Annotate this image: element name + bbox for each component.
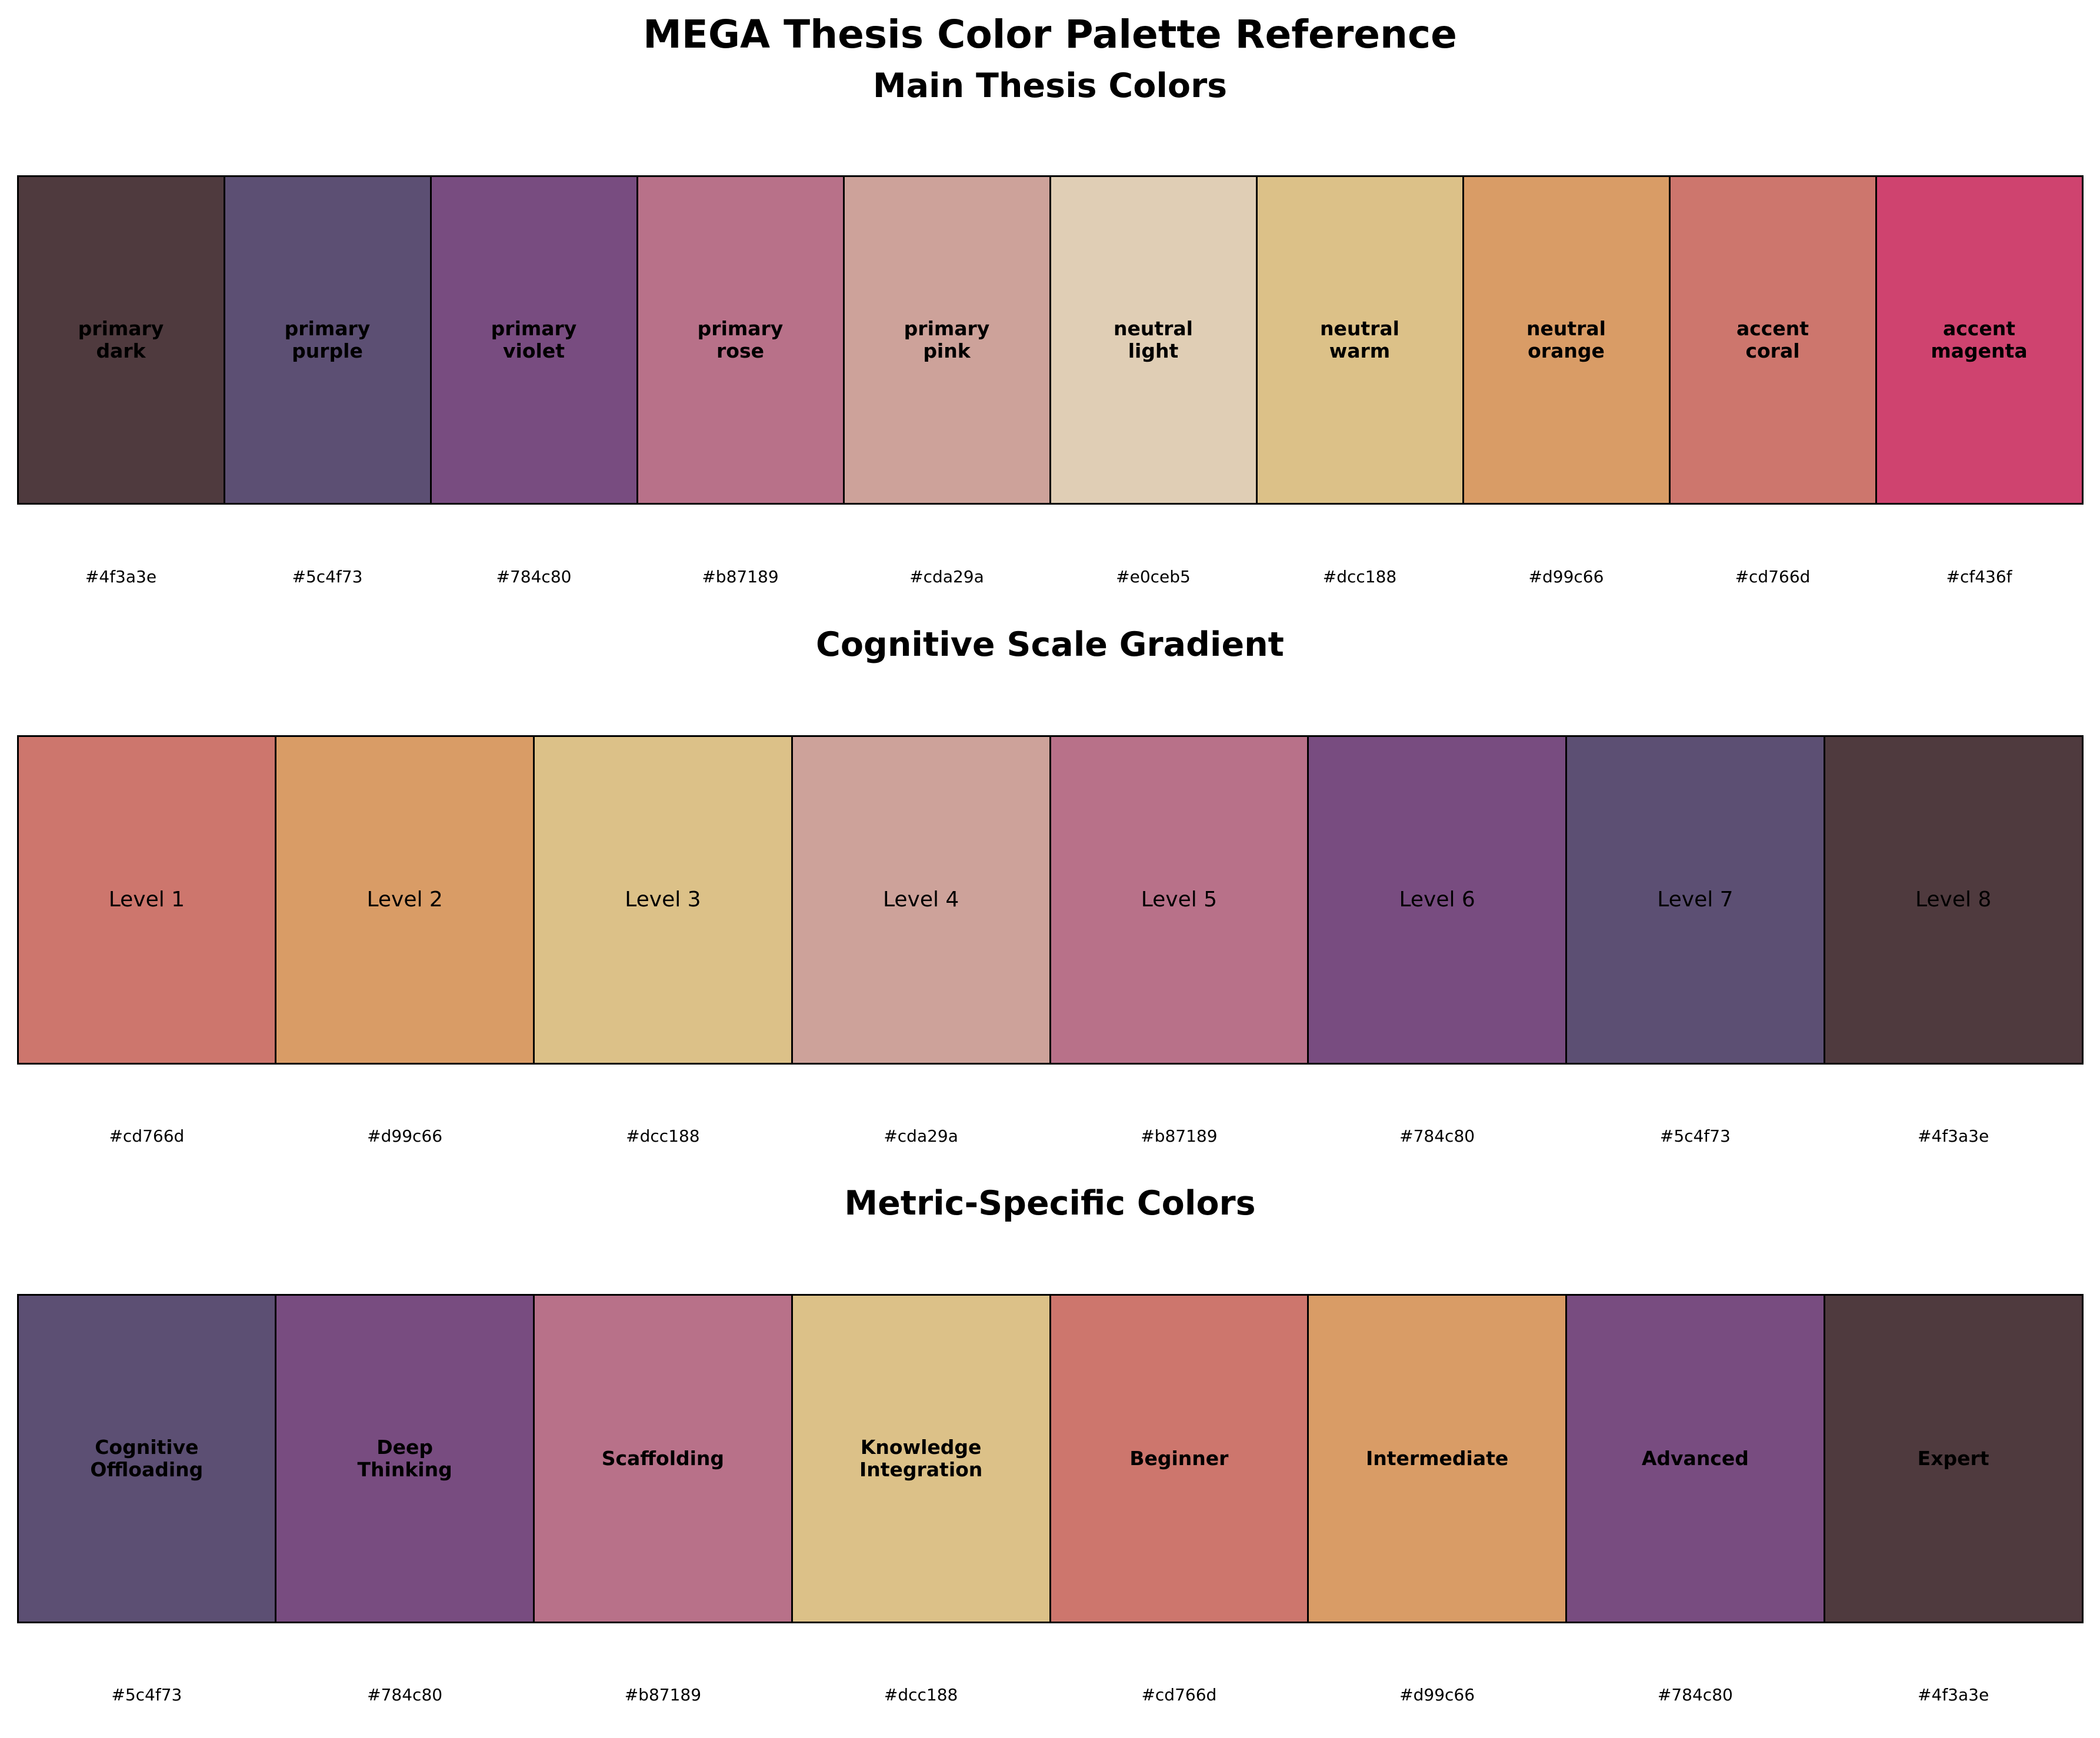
swatch-2-4: Beginner [1049,1294,1309,1623]
hex-code: #b87189 [702,567,779,586]
hex-code: #dcc188 [1322,567,1397,586]
swatch-2-3: Knowledge Integration [791,1294,1051,1623]
swatch-label: Level 5 [1141,888,1218,912]
swatch-1-1: Level 2 [275,735,535,1065]
swatch-label: Advanced [1641,1447,1749,1470]
swatch-0-3: primary rose [636,175,845,505]
hex-code: #e0ceb5 [1116,567,1191,586]
swatch-label: neutral warm [1320,317,1399,362]
hex-code: #784c80 [1657,1685,1733,1704]
hex-code: #dcc188 [626,1126,700,1146]
swatch-0-1: primary purple [223,175,432,505]
swatch-0-8: accent coral [1668,175,1877,505]
hex-code: #5c4f73 [1659,1126,1731,1146]
swatch-label: Level 8 [1915,888,1992,912]
section-title-2: Metric-Specific Colors [844,1184,1256,1223]
swatch-label: Deep Thinking [357,1436,452,1481]
swatch-label: Cognitive Offloading [90,1436,204,1481]
swatch-2-7: Expert [1823,1294,2084,1623]
hex-code: #5c4f73 [111,1685,182,1704]
hex-code: #784c80 [367,1685,443,1704]
hex-code: #5c4f73 [292,567,363,586]
hex-code: #4f3a3e [1918,1685,1989,1704]
swatch-1-7: Level 8 [1823,735,2084,1065]
swatch-label: Level 3 [625,888,701,912]
hex-code: #4f3a3e [1918,1126,1989,1146]
hex-code: #d99c66 [1528,567,1604,586]
figure-title: MEGA Thesis Color Palette Reference [643,12,1457,57]
swatch-1-0: Level 1 [16,735,277,1065]
swatch-2-1: Deep Thinking [275,1294,535,1623]
swatch-label: neutral light [1114,317,1193,362]
hex-code: #cd766d [1735,567,1811,586]
swatch-0-9: accent magenta [1875,175,2084,505]
hex-code: #cda29a [884,1126,958,1146]
swatch-label: Knowledge Integration [859,1436,983,1481]
hex-code: #cd766d [1141,1685,1217,1704]
swatch-label: primary violet [491,317,577,362]
hex-code: #cf436f [1946,567,2012,586]
swatch-label: Level 2 [366,888,443,912]
swatch-1-4: Level 5 [1049,735,1309,1065]
hex-code: #dcc188 [884,1685,958,1704]
hex-code: #cda29a [909,567,984,586]
swatch-2-2: Scaffolding [533,1294,793,1623]
swatch-label: primary purple [284,317,371,362]
swatch-1-5: Level 6 [1307,735,1567,1065]
swatch-label: accent magenta [1931,317,2028,362]
swatch-1-3: Level 4 [791,735,1051,1065]
swatch-2-0: Cognitive Offloading [16,1294,277,1623]
swatch-0-5: neutral light [1049,175,1258,505]
swatch-label: primary dark [78,317,164,362]
swatch-label: Level 4 [882,888,959,912]
swatch-label: Beginner [1129,1447,1229,1470]
hex-code: #d99c66 [367,1126,443,1146]
swatch-label: Level 7 [1657,888,1734,912]
swatch-0-0: primary dark [16,175,225,505]
swatch-2-5: Intermediate [1307,1294,1567,1623]
hex-code: #b87189 [1141,1126,1218,1146]
hex-code: #b87189 [624,1685,702,1704]
swatch-label: neutral orange [1526,317,1606,362]
swatch-0-2: primary violet [429,175,638,505]
swatch-0-4: primary pink [842,175,1051,505]
swatch-label: Level 1 [108,888,185,912]
swatch-label: Intermediate [1365,1447,1509,1470]
hex-code: #784c80 [1399,1126,1475,1146]
swatch-label: accent coral [1736,317,1809,362]
hex-code: #4f3a3e [85,567,157,586]
swatch-1-6: Level 7 [1565,735,1825,1065]
swatch-label: primary pink [904,317,990,362]
hex-code: #d99c66 [1399,1685,1475,1704]
swatch-label: primary rose [697,317,784,362]
hex-code: #784c80 [496,567,572,586]
swatch-2-6: Advanced [1565,1294,1825,1623]
section-title-1: Cognitive Scale Gradient [816,625,1284,664]
hex-code: #cd766d [109,1126,185,1146]
swatch-label: Level 6 [1399,888,1475,912]
section-title-0: Main Thesis Colors [872,66,1228,105]
swatch-0-6: neutral warm [1255,175,1464,505]
swatch-1-2: Level 3 [533,735,793,1065]
swatch-label: Expert [1917,1447,1989,1470]
swatch-0-7: neutral orange [1462,175,1671,505]
swatch-label: Scaffolding [601,1447,725,1470]
